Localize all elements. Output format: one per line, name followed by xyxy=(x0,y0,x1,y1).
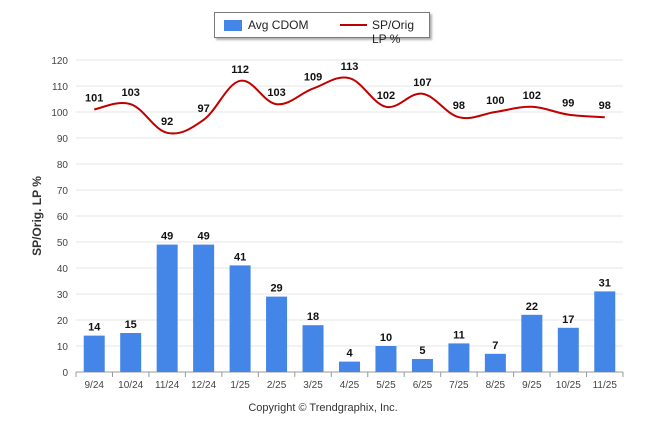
bar-12-24 xyxy=(193,244,215,372)
bar-value-label: 49 xyxy=(161,231,173,243)
line-value-label: 99 xyxy=(562,98,574,110)
y-axis-title: SP/Orig. LP % xyxy=(30,176,44,256)
bar-value-label: 14 xyxy=(88,322,101,334)
bar-4-25 xyxy=(339,361,360,372)
x-tick-label: 11/24 xyxy=(155,380,180,391)
line-value-label: 101 xyxy=(85,92,103,104)
bar-value-label: 49 xyxy=(198,231,210,243)
x-tick-label: 3/25 xyxy=(303,380,323,391)
y-tick-label: 20 xyxy=(57,316,69,327)
x-tick-label: 4/25 xyxy=(340,380,360,391)
line-value-label: 102 xyxy=(377,90,395,102)
bar-1-25 xyxy=(229,265,251,372)
x-tick-label: 10/24 xyxy=(118,380,143,391)
bar-11-24 xyxy=(156,244,178,372)
legend-swatch-sp-orig-lp xyxy=(340,24,367,26)
x-tick-label: 7/25 xyxy=(449,380,469,391)
line-value-label: 107 xyxy=(413,77,431,89)
x-tick-label: 10/25 xyxy=(556,380,581,391)
bar-value-label: 5 xyxy=(419,345,425,357)
y-tick-label: 110 xyxy=(52,82,68,93)
legend-swatch-avg-cdom xyxy=(224,20,242,31)
y-tick-label: 30 xyxy=(57,290,69,301)
y-tick-label: 90 xyxy=(57,134,69,145)
x-tick-label: 5/25 xyxy=(376,380,396,391)
y-tick-label: 0 xyxy=(62,368,68,379)
line-value-label: 103 xyxy=(122,87,140,99)
y-tick-label: 60 xyxy=(57,212,69,223)
bar-6-25 xyxy=(411,359,433,372)
bar-5-25 xyxy=(375,346,397,372)
x-tick-label: 9/24 xyxy=(84,380,104,391)
bar-value-label: 41 xyxy=(234,251,246,263)
bar-10-25 xyxy=(557,327,579,372)
bar-11-25 xyxy=(594,291,616,372)
line-value-label: 103 xyxy=(267,87,285,99)
line-value-label: 109 xyxy=(304,72,322,84)
bar-value-label: 17 xyxy=(562,314,574,326)
bar-value-label: 7 xyxy=(492,340,498,352)
line-value-label: 113 xyxy=(341,61,359,73)
x-tick-label: 2/25 xyxy=(267,380,287,391)
x-tick-label: 9/25 xyxy=(522,380,542,391)
line-value-label: 98 xyxy=(599,100,611,112)
legend: Avg CDOM SP/Orig LP % xyxy=(214,12,430,46)
line-value-label: 112 xyxy=(231,64,249,76)
y-tick-label: 80 xyxy=(57,160,69,171)
line-value-label: 102 xyxy=(523,90,541,102)
line-sp-orig-lp xyxy=(94,76,605,135)
line-value-label: 92 xyxy=(161,116,173,128)
bar-value-label: 11 xyxy=(453,329,465,341)
bar-9-24 xyxy=(83,335,105,372)
legend-label-avg-cdom: Avg CDOM xyxy=(248,18,309,32)
x-tick-label: 1/25 xyxy=(230,380,250,391)
bar-value-label: 31 xyxy=(599,277,611,289)
y-tick-label: 10 xyxy=(57,342,69,353)
x-tick-label: 6/25 xyxy=(413,380,433,391)
bar-value-label: 29 xyxy=(270,283,282,295)
bar-9-25 xyxy=(521,314,543,372)
line-value-label: 97 xyxy=(198,103,210,115)
line-value-label: 98 xyxy=(453,100,465,112)
bar-value-label: 10 xyxy=(380,332,392,344)
bar-3-25 xyxy=(302,325,324,372)
y-tick-label: 40 xyxy=(57,264,69,275)
x-tick-label: 11/25 xyxy=(593,380,618,391)
bar-8-25 xyxy=(484,353,506,372)
legend-label-sp-orig-lp: SP/Orig LP % xyxy=(372,18,415,46)
bar-7-25 xyxy=(448,343,470,372)
y-tick-label: 50 xyxy=(57,238,69,249)
bar-value-label: 22 xyxy=(526,301,538,313)
line-value-label: 100 xyxy=(486,95,504,107)
bar-value-label: 18 xyxy=(307,311,319,323)
x-tick-label: 12/24 xyxy=(191,380,216,391)
y-tick-label: 70 xyxy=(57,186,69,197)
copyright-footer: Copyright © Trendgraphix, Inc. xyxy=(248,402,398,414)
bar-value-label: 15 xyxy=(125,319,137,331)
bar-10-24 xyxy=(120,333,142,372)
bar-value-label: 4 xyxy=(346,348,353,360)
y-tick-label: 100 xyxy=(51,108,68,119)
x-tick-label: 8/25 xyxy=(486,380,506,391)
bar-2-25 xyxy=(266,296,288,372)
y-tick-label: 120 xyxy=(51,56,68,67)
